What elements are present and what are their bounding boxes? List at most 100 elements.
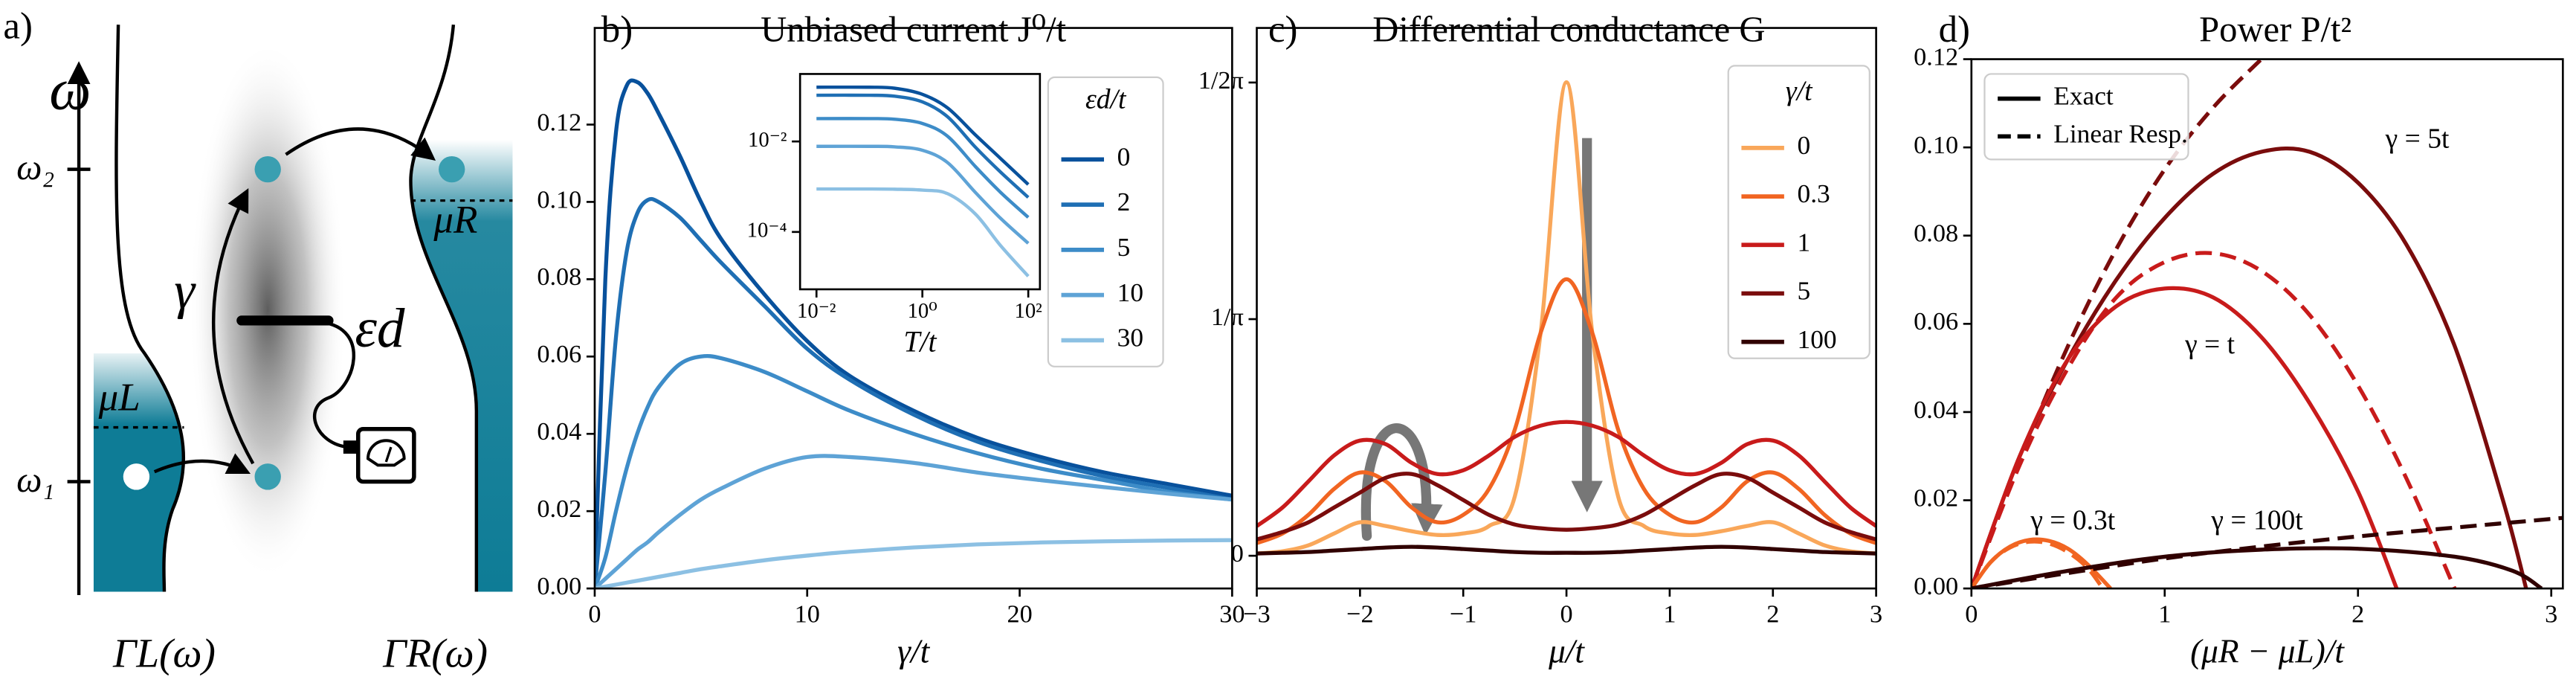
diagram: a) ω ω₂ ω₁ μR μL γ εd ΓL(ω) ΓR(ω) xyxy=(3,4,513,676)
x-tick-label: −2 xyxy=(1346,600,1373,629)
axis-label: ω xyxy=(49,57,91,122)
legend-label: 30 xyxy=(1117,323,1143,353)
plot-area xyxy=(816,85,1030,277)
x-axis-label: (μR − μL)/t xyxy=(2190,633,2345,670)
coupling-label: γ xyxy=(174,262,196,320)
annotation: γ = 5t xyxy=(2385,124,2450,155)
x-tick-label: 10⁰ xyxy=(908,299,937,323)
x-tick-label: 1 xyxy=(1663,600,1676,629)
meter-plug xyxy=(343,440,357,454)
y-tick-label: 0.10 xyxy=(537,185,581,213)
plot-area xyxy=(1971,59,2563,589)
legend-box xyxy=(1983,73,2189,161)
x-tick-label: 0 xyxy=(1560,600,1573,629)
x-tick-label: 2 xyxy=(2351,600,2364,629)
meter-icon xyxy=(355,427,416,484)
meter-dial xyxy=(367,439,406,467)
tunnel-arrow xyxy=(285,127,436,161)
line-series xyxy=(816,93,1030,199)
line-series xyxy=(594,353,1233,589)
x-tick-label: 2 xyxy=(1766,600,1779,629)
annotation: γ = t xyxy=(2184,330,2236,360)
legend-title: εd/t xyxy=(1085,85,1127,115)
plot-area xyxy=(1256,80,1876,556)
x-tick-label: 3 xyxy=(1870,600,1882,629)
line-series xyxy=(816,117,1030,219)
line-series xyxy=(1256,472,1876,542)
y-tick-label: 0.04 xyxy=(537,417,581,446)
lead-label: ΓR(ω) xyxy=(382,631,488,676)
legend-box xyxy=(1047,76,1164,367)
panel-label: a) xyxy=(3,4,32,46)
x-tick-label: 3 xyxy=(2545,600,2557,629)
chart-title: Power P/t² xyxy=(2199,9,2351,49)
x-tick-label: −1 xyxy=(1450,600,1476,629)
line-series xyxy=(1971,546,2543,589)
meter-needle xyxy=(384,446,393,463)
legend-label: 100 xyxy=(1798,324,1837,354)
legend-label: Linear Resp. xyxy=(2053,119,2188,149)
level-label: ω₁ xyxy=(16,460,54,500)
left-density-curve xyxy=(114,25,185,592)
legend-label: 0.3 xyxy=(1798,179,1830,208)
y-tick-label: 0.12 xyxy=(537,108,581,136)
panel-label: d) xyxy=(1939,8,1970,50)
line-series xyxy=(594,78,1233,589)
legend-label: 0 xyxy=(1798,130,1811,160)
y-tick-label: 0.12 xyxy=(1914,42,1958,71)
y-tick-label: 0.06 xyxy=(537,340,581,368)
line-series xyxy=(1256,277,1876,545)
line-series xyxy=(1971,539,2105,589)
y-tick-label: 1/2π xyxy=(1198,66,1244,94)
level-dot xyxy=(254,463,281,490)
legend-title: γ/t xyxy=(1786,77,1813,107)
level-dot xyxy=(254,155,281,183)
line-series xyxy=(1971,286,2399,589)
y-tick-label: 0.02 xyxy=(537,495,581,523)
line-series xyxy=(816,85,1030,186)
x-tick-label: 10⁻² xyxy=(797,299,836,323)
energy-label: εd xyxy=(355,298,405,359)
legend-box xyxy=(1727,65,1870,359)
line-series xyxy=(1256,420,1876,528)
line-series xyxy=(1971,251,2457,589)
y-tick-label: 0.00 xyxy=(537,572,581,600)
plot-area xyxy=(594,78,1233,589)
y-tick-label: 0.10 xyxy=(1914,131,1958,159)
level-dot xyxy=(439,155,465,183)
chemical-potential-label: μL xyxy=(98,376,141,419)
legend-label: 1 xyxy=(1798,227,1811,257)
annotation: γ = 0.3t xyxy=(2030,505,2115,536)
y-tick-label: 0.00 xyxy=(1914,572,1958,600)
line-series xyxy=(816,187,1030,277)
x-tick-label: 1 xyxy=(2158,600,2171,629)
chart-title: Differential conductance G xyxy=(1372,9,1765,49)
tunnel-arrow xyxy=(153,453,251,475)
y-tick-label: 0.02 xyxy=(1914,483,1958,512)
y-tick-label: 0.04 xyxy=(1914,396,1958,424)
y-tick-label: 0.06 xyxy=(1914,307,1958,335)
legend-label: 5 xyxy=(1117,232,1131,262)
y-tick-label: 0.08 xyxy=(1914,219,1958,248)
legend-label: 2 xyxy=(1117,187,1131,216)
chemical-potential-label: μR xyxy=(433,199,477,242)
x-tick-label: 0 xyxy=(1965,600,1978,629)
y-tick-label: 10⁻² xyxy=(748,128,787,152)
legend-label: 0 xyxy=(1117,141,1131,171)
axes-frame xyxy=(593,27,1233,590)
x-tick-label: 10 xyxy=(795,600,820,629)
x-axis-label: μ/t xyxy=(1548,633,1585,670)
annotation: γ = 100t xyxy=(2210,505,2303,536)
chart-title: Unbiased current J⁰/t xyxy=(761,9,1066,49)
right-density-curve xyxy=(409,24,479,592)
line-series xyxy=(594,196,1233,589)
lead-label: ΓL(ω) xyxy=(112,631,216,676)
x-tick-label: 20 xyxy=(1007,600,1032,629)
x-tick-label: 30 xyxy=(1219,600,1245,629)
line-series xyxy=(816,144,1030,245)
electron-hole xyxy=(123,463,150,490)
drive-arrow xyxy=(212,188,255,465)
y-tick-label: 0 xyxy=(1231,539,1244,568)
line-series xyxy=(1971,537,2112,589)
